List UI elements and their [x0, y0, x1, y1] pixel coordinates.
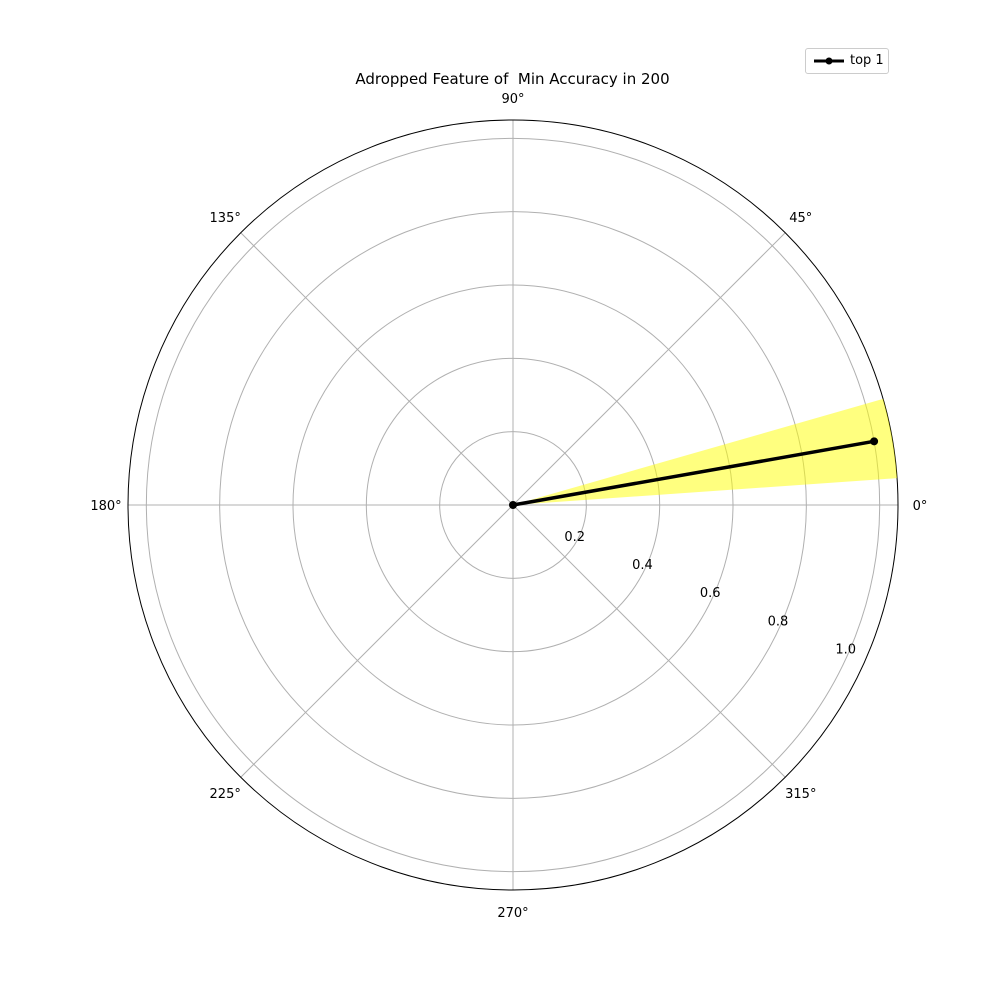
data-point [870, 437, 879, 446]
radial-gridline [439, 431, 587, 579]
angle-tick-label: 225° [210, 787, 241, 802]
radial-gridline [219, 211, 807, 799]
polar-frame [127, 119, 899, 891]
radial-tick-label: 0.4 [632, 558, 653, 573]
series-line [512, 439, 875, 507]
data-point [509, 501, 517, 509]
angle-tick-label: 270° [497, 906, 528, 921]
chart-title: Adropped Feature of Min Accuracy in 200 [355, 70, 670, 88]
angle-tick-label: 135° [210, 211, 241, 226]
angle-tick-label: 315° [785, 787, 816, 802]
radial-tick-label: 1.0 [835, 642, 856, 657]
angular-gridline [240, 232, 514, 506]
confidence-band [513, 398, 898, 505]
angle-tick-label: 180° [90, 499, 121, 514]
angular-gridline [240, 504, 514, 778]
band-layer [513, 398, 898, 505]
grid-layer [127, 119, 899, 891]
legend-line-marker-icon [814, 57, 844, 65]
angular-gridline [512, 232, 786, 506]
angle-tick-label: 0° [913, 499, 928, 514]
radial-gridline [292, 284, 734, 726]
angle-tick-label: 45° [789, 211, 812, 226]
radial-gridline [365, 357, 661, 653]
legend-label: top 1 [850, 53, 884, 68]
series-layer [509, 437, 879, 509]
angle-tick-label: 90° [501, 92, 524, 107]
radial-tick-label: 0.8 [768, 614, 789, 629]
radial-tick-label: 0.2 [564, 530, 585, 545]
label-layer: 0° 45° 90° 135° 180° 225° 270° 315° 0.2 0.4 0.6 0.8… [90, 92, 927, 921]
legend: top 1 [805, 48, 889, 74]
radial-gridline [145, 137, 881, 873]
radial-tick-label: 0.6 [700, 586, 721, 601]
angular-gridline [512, 504, 786, 778]
